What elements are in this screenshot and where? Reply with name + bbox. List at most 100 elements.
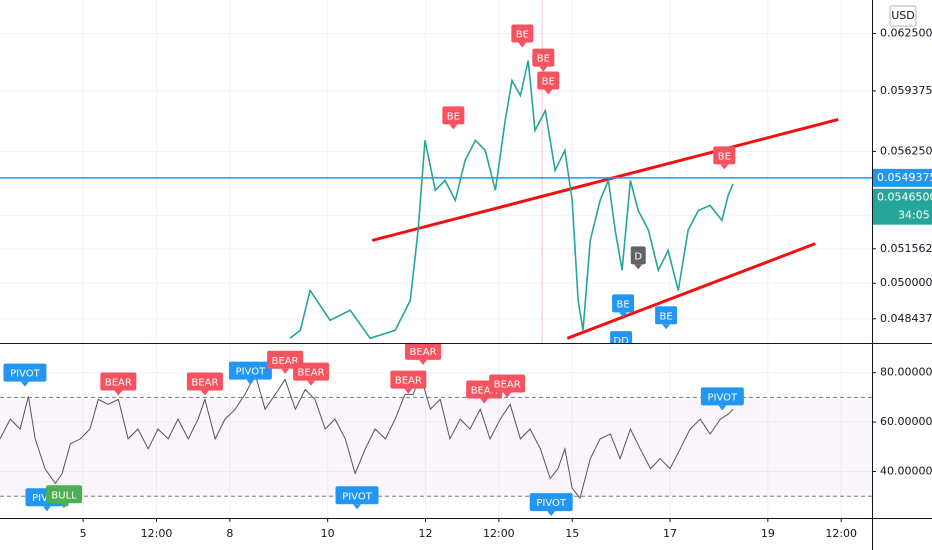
- x-tick-label: 12:00: [825, 527, 857, 540]
- signal-box: [3, 363, 47, 382]
- signal-pointer: [634, 264, 643, 270]
- signal-label: BEAR: [405, 343, 442, 365]
- signal-pointer: [718, 405, 727, 411]
- bar-countdown: 34:05: [898, 209, 930, 222]
- rsi-pane: PIVOTPIVOTBULLBEARBEARPIVOTBEARBEARPIVOT…: [0, 343, 872, 517]
- x-tick-label: 12:00: [141, 527, 173, 540]
- signal-box: [489, 374, 526, 393]
- x-tick-label: 8: [226, 527, 233, 540]
- signal-text: PIVOT: [236, 367, 267, 378]
- signal-pointer: [307, 380, 316, 386]
- signal-label: PIVOT: [228, 361, 272, 385]
- signal-text: BEAR: [471, 385, 498, 396]
- signal-label: BE: [511, 24, 534, 48]
- signal-label: BE: [655, 306, 678, 330]
- last-price-badge: [873, 188, 932, 225]
- signal-pointer: [42, 506, 51, 512]
- signal-label: DD: [610, 331, 633, 347]
- y-tick-label: 80.0000000: [880, 366, 932, 379]
- signal-pointer: [619, 312, 628, 318]
- signal-box: [511, 24, 534, 43]
- trend-line: [566, 242, 816, 340]
- signal-box: [293, 362, 330, 381]
- signal-pointer: [281, 368, 290, 374]
- signal-label: PIVOT: [700, 387, 744, 411]
- signal-box: [529, 493, 573, 512]
- signal-box: [630, 246, 646, 265]
- signal-text: BE: [516, 30, 529, 41]
- y-tick-label: 0.0515625: [880, 242, 932, 255]
- signal-label: BEAR: [100, 372, 137, 396]
- signal-label: BE: [532, 48, 555, 72]
- signal-box: [100, 372, 137, 391]
- signal-text: PIVOT: [708, 392, 739, 403]
- axis-labels: 0.06250000.05937500.05625000.05312500.05…: [80, 27, 932, 540]
- signal-pointer: [246, 379, 255, 385]
- signal-box: [713, 146, 736, 165]
- signal-label: BE: [442, 106, 465, 130]
- signal-label: PIVOT: [3, 363, 47, 387]
- signal-label: BEAR: [186, 372, 223, 396]
- signal-text: BEAR: [298, 368, 325, 379]
- signal-label: BE: [713, 146, 736, 170]
- signal-text: BEAR: [272, 356, 299, 367]
- signal-label: BULL: [46, 485, 83, 509]
- signal-pointer: [547, 511, 556, 517]
- signal-pointer: [20, 381, 29, 387]
- signal-text: BEAR: [191, 378, 218, 389]
- x-tick-label: 5: [80, 527, 87, 540]
- signal-text: BE: [660, 311, 673, 322]
- signal-box: [442, 106, 465, 125]
- signal-text: DD: [613, 336, 629, 347]
- signal-box: [612, 294, 635, 313]
- x-tick-label: 15: [565, 527, 579, 540]
- signal-pointer: [404, 388, 413, 394]
- signal-pointer: [544, 89, 553, 95]
- signal-box: [405, 343, 442, 360]
- signal-label: BE: [612, 294, 635, 318]
- price-line-badge: [873, 168, 932, 187]
- currency: USD: [891, 9, 915, 22]
- band-fill: [0, 397, 872, 497]
- signal-text: PIVOT: [342, 491, 373, 502]
- signal-pointer: [114, 390, 123, 396]
- signal-text: PIVOT: [536, 498, 567, 509]
- signal-box: [537, 71, 560, 90]
- signal-box: [46, 485, 83, 504]
- signal-pointer: [60, 503, 69, 509]
- signal-text: BEAR: [105, 378, 132, 389]
- signal-text: BE: [616, 299, 629, 310]
- signal-pointer: [353, 504, 362, 510]
- signal-box: [335, 486, 379, 505]
- signal-label: BE: [537, 71, 560, 95]
- signal-label: BEAR: [390, 370, 427, 394]
- signal-text: BE: [537, 54, 550, 65]
- series-line: [0, 372, 734, 500]
- signal-label: PIVOT: [335, 486, 379, 510]
- y-tick-label: 40.0000000: [880, 465, 932, 478]
- signal-label: BEAR: [293, 362, 330, 386]
- signal-text: BE: [542, 77, 555, 88]
- trend-line: [371, 118, 839, 242]
- signal-label: D: [630, 246, 646, 270]
- signal-text: BE: [718, 151, 731, 162]
- currency-box[interactable]: [889, 5, 917, 27]
- signal-text: BEAR: [410, 347, 437, 358]
- signal-box: [655, 306, 678, 325]
- signal-box: [228, 361, 272, 380]
- x-tick-label: 12: [418, 527, 432, 540]
- signal-text: BEAR: [494, 380, 521, 391]
- signal-pointer: [503, 392, 512, 398]
- signal-text: D: [634, 251, 642, 262]
- signal-pointer: [662, 324, 671, 330]
- signal-pointer: [480, 398, 489, 404]
- x-tick-label: 12:00: [483, 527, 515, 540]
- signal-text: PIVOT: [10, 369, 41, 380]
- signal-box: [532, 48, 555, 67]
